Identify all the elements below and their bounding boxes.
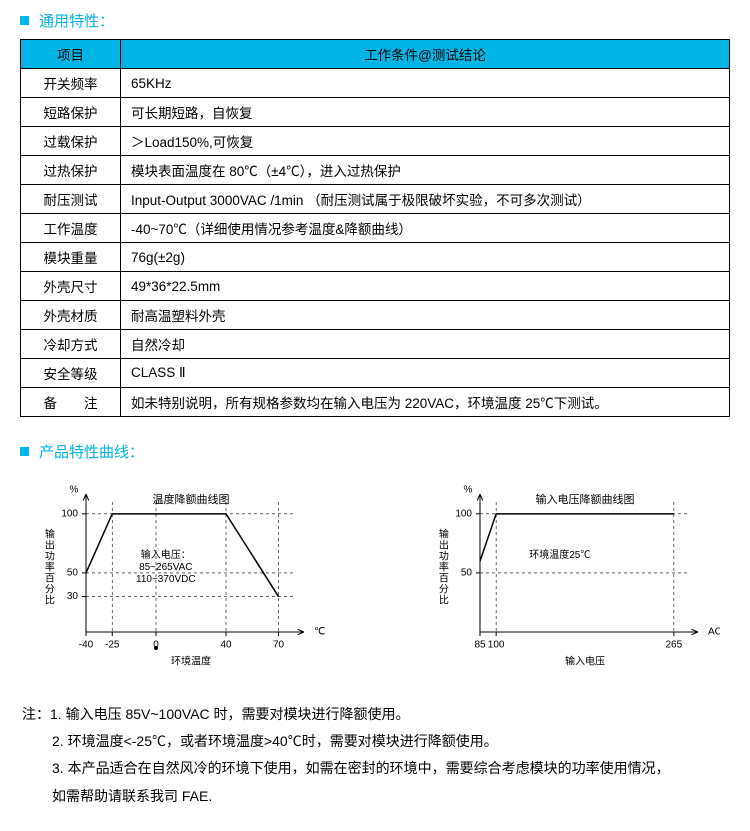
cell-item: 工作温度 <box>21 214 121 243</box>
svg-text:50: 50 <box>461 568 473 579</box>
cell-item: 外壳尺寸 <box>21 272 121 301</box>
table-row: 工作温度-40~70℃（详细使用情况参考温度&降额曲线） <box>21 214 730 243</box>
svg-text:环境温度: 环境温度 <box>171 655 211 668</box>
cell-condition: Input-Output 3000VAC /1min （耐压测试属于极限破坏实验… <box>121 185 730 214</box>
cell-item: 安全等级 <box>21 359 121 388</box>
svg-text:50: 50 <box>67 568 79 579</box>
table-row: 备 注如未特别说明，所有规格参数均在输入电压为 220VAC，环境温度 25℃下… <box>21 388 730 417</box>
svg-text:输出功率百分比: 输出功率百分比 <box>42 527 54 605</box>
svg-text:40: 40 <box>220 640 232 651</box>
svg-text:100: 100 <box>455 508 472 519</box>
cell-item: 过载保护 <box>21 127 121 156</box>
svg-text:110~370VDC: 110~370VDC <box>136 574 196 585</box>
svg-text:℃: ℃ <box>314 627 325 638</box>
cell-item: 备 注 <box>21 388 121 417</box>
svg-text:-40: -40 <box>79 640 94 651</box>
section-marker-icon <box>20 447 29 456</box>
section-marker-icon <box>20 16 29 25</box>
cell-condition: 49*36*22.5mm <box>121 272 730 301</box>
svg-text:温度降额曲线图: 温度降额曲线图 <box>153 492 230 506</box>
table-row: 过载保护＞Load150%,可恢复 <box>21 127 730 156</box>
svg-text:100: 100 <box>61 508 78 519</box>
th-item: 项目 <box>21 40 121 69</box>
cell-condition: 自然冷却 <box>121 330 730 359</box>
table-row: 开关频率65KHz <box>21 69 730 98</box>
svg-text:100: 100 <box>488 640 505 651</box>
svg-text:输入电压降额曲线图: 输入电压降额曲线图 <box>536 492 635 506</box>
cell-condition: 如未特别说明，所有规格参数均在输入电压为 220VAC，环境温度 25℃下测试。 <box>121 388 730 417</box>
table-row: 冷却方式自然冷却 <box>21 330 730 359</box>
note-line: 注：1. 输入电压 85V~100VAC 时，需要对模块进行降额使用。 <box>22 702 730 727</box>
charts-row: 温度降额曲线图%℃输出功率百分比环境温度3050100-40-2504070输入… <box>0 470 750 684</box>
table-row: 模块重量76g(±2g) <box>21 243 730 272</box>
cell-item: 外壳材质 <box>21 301 121 330</box>
svg-text:%: % <box>70 485 79 496</box>
table-row: 外壳尺寸49*36*22.5mm <box>21 272 730 301</box>
svg-text:AC/V: AC/V <box>708 627 720 638</box>
section-general-title: 通用特性： <box>39 10 114 31</box>
chart-voltage-derating: 输入电压降额曲线图%AC/V输出功率百分比输入电压5010085100265环境… <box>424 478 720 674</box>
cell-condition: 可长期短路，自恢复 <box>121 98 730 127</box>
cell-item: 冷却方式 <box>21 330 121 359</box>
th-condition: 工作条件@测试结论 <box>121 40 730 69</box>
svg-text:输出功率百分比: 输出功率百分比 <box>436 527 448 605</box>
cell-condition: 65KHz <box>121 69 730 98</box>
svg-text:30: 30 <box>67 591 79 602</box>
note-line: 2. 环境温度<-25℃，或者环境温度>40℃时，需要对模块进行降额使用。 <box>22 729 730 754</box>
chart-svg: 温度降额曲线图%℃输出功率百分比环境温度3050100-40-2504070输入… <box>30 478 326 674</box>
cell-condition: CLASS Ⅱ <box>121 359 730 388</box>
chart-svg: 输入电压降额曲线图%AC/V输出功率百分比输入电压5010085100265环境… <box>424 478 720 674</box>
svg-text:输入电压：: 输入电压： <box>141 548 191 561</box>
svg-text:85~265VAC: 85~265VAC <box>139 562 192 573</box>
svg-text:85: 85 <box>474 640 486 651</box>
cell-item: 过热保护 <box>21 156 121 185</box>
svg-text:-25: -25 <box>105 640 120 651</box>
section-curves-title: 产品特性曲线： <box>39 441 144 462</box>
chart-temperature-derating: 温度降额曲线图%℃输出功率百分比环境温度3050100-40-2504070输入… <box>30 478 326 674</box>
cell-item: 开关频率 <box>21 69 121 98</box>
cell-condition: 耐高温塑料外壳 <box>121 301 730 330</box>
cell-item: 耐压测试 <box>21 185 121 214</box>
section-general-header: 通用特性： <box>0 0 750 39</box>
cell-condition: 模块表面温度在 80℃（±4℃），进入过热保护 <box>121 156 730 185</box>
cell-item: 模块重量 <box>21 243 121 272</box>
cell-condition: -40~70℃（详细使用情况参考温度&降额曲线） <box>121 214 730 243</box>
note-line: 3. 本产品适合在自然风冷的环境下使用，如需在密封的环境中，需要综合考虑模块的功… <box>22 756 730 781</box>
svg-text:70: 70 <box>273 640 285 651</box>
table-row: 外壳材质耐高温塑料外壳 <box>21 301 730 330</box>
table-row: 安全等级CLASS Ⅱ <box>21 359 730 388</box>
cell-condition: 76g(±2g) <box>121 243 730 272</box>
notes-block: 注：1. 输入电压 85V~100VAC 时，需要对模块进行降额使用。2. 环境… <box>0 684 750 831</box>
svg-text:环境温度25℃: 环境温度25℃ <box>529 548 590 561</box>
spec-table: 项目 工作条件@测试结论 开关频率65KHz短路保护可长期短路，自恢复过载保护＞… <box>20 39 730 417</box>
note-line: 如需帮助请联系我司 FAE. <box>22 784 730 809</box>
svg-text:输入电压: 输入电压 <box>565 655 605 668</box>
table-row: 短路保护可长期短路，自恢复 <box>21 98 730 127</box>
svg-text:%: % <box>464 485 473 496</box>
svg-text:265: 265 <box>666 640 683 651</box>
cell-item: 短路保护 <box>21 98 121 127</box>
table-row: 过热保护模块表面温度在 80℃（±4℃），进入过热保护 <box>21 156 730 185</box>
table-row: 耐压测试Input-Output 3000VAC /1min （耐压测试属于极限… <box>21 185 730 214</box>
cell-condition: ＞Load150%,可恢复 <box>121 127 730 156</box>
section-curves-header: 产品特性曲线： <box>0 431 750 470</box>
